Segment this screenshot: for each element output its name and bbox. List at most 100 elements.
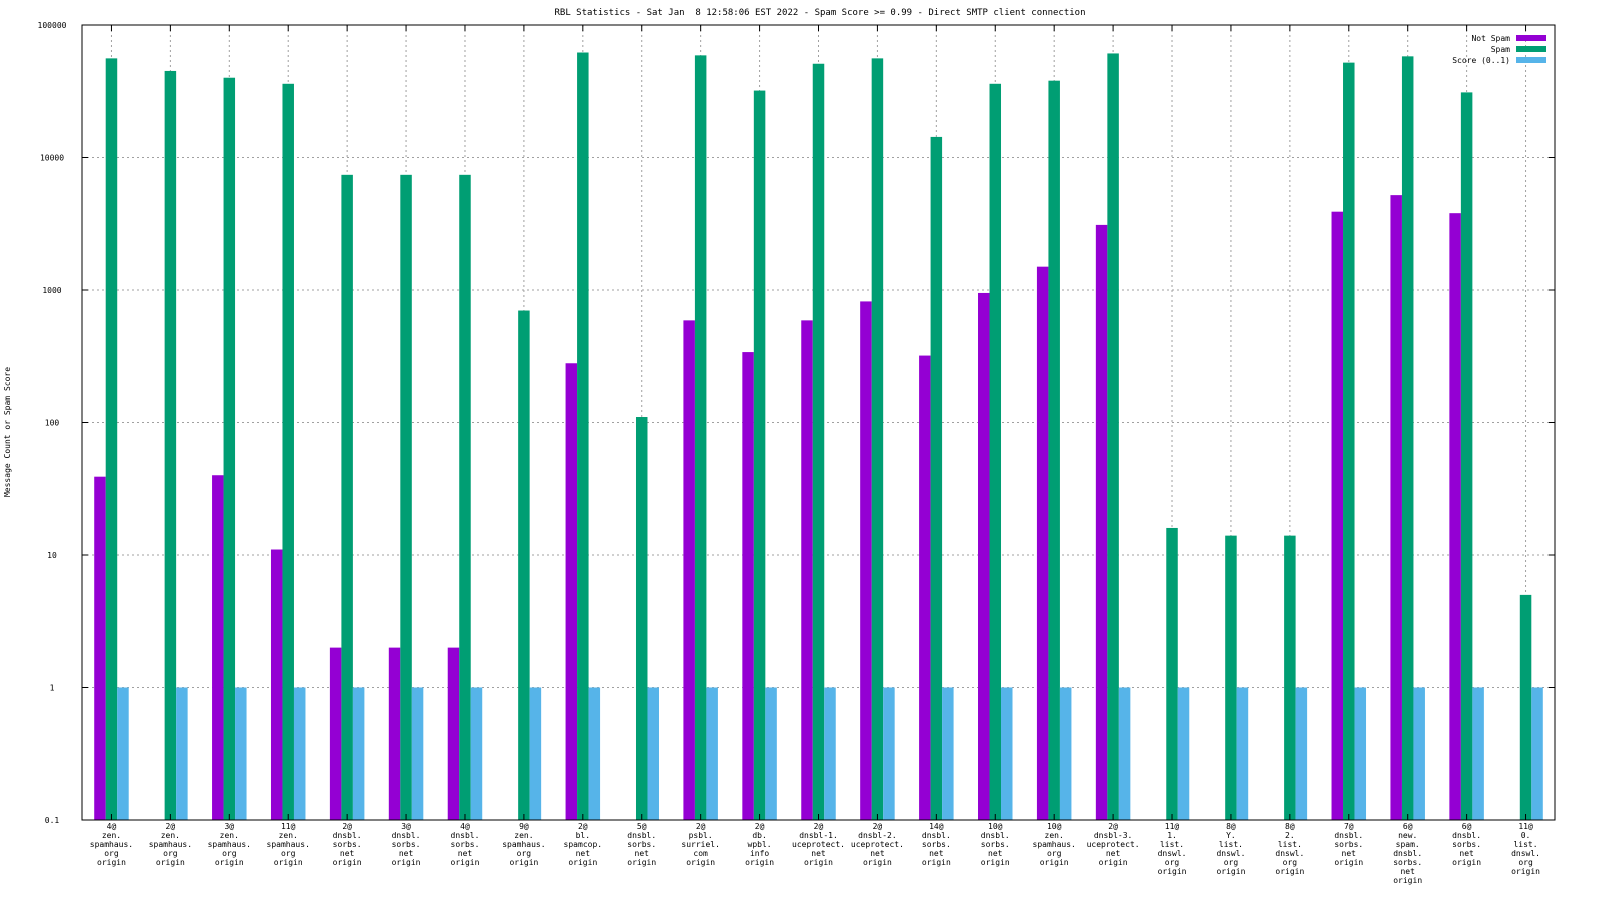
bar-score-0-1 bbox=[706, 687, 718, 820]
bar-spam bbox=[105, 58, 118, 820]
x-tick-label-line: origin bbox=[1158, 867, 1187, 876]
x-tick-label-line: org bbox=[163, 849, 178, 858]
bar-not-spam bbox=[683, 320, 695, 820]
x-tick-label: 14@ dnsbl. sorbs. net origin bbox=[922, 822, 951, 867]
x-tick-label-line: Y. bbox=[1226, 831, 1236, 840]
x-tick-label-line: origin bbox=[922, 858, 951, 867]
x-tick-label-line: org bbox=[1283, 858, 1298, 867]
x-tick-label-line: 9@ bbox=[519, 822, 529, 831]
legend-swatch bbox=[1516, 35, 1546, 41]
x-tick-label-line: 2@ bbox=[873, 822, 883, 831]
bar-score-0-1 bbox=[1001, 687, 1013, 820]
x-tick-label-line: net bbox=[1459, 849, 1474, 858]
bar-score-0-1 bbox=[1354, 687, 1367, 820]
bar-spam bbox=[1519, 594, 1532, 820]
y-tick-label: 10 bbox=[47, 551, 57, 560]
x-tick-label: 11@ 0. list. dnswl. org origin bbox=[1511, 822, 1540, 876]
x-tick-label: 2@ psbl. surriel. com origin bbox=[681, 822, 720, 867]
bar-spam bbox=[1166, 527, 1178, 820]
x-tick-label-line: uceprotect. bbox=[851, 840, 904, 849]
bar-spam bbox=[1460, 92, 1473, 820]
x-tick-label-line: spamcop. bbox=[564, 840, 603, 849]
y-tick-label: 100 bbox=[45, 419, 60, 428]
x-tick-label-line: surriel. bbox=[681, 840, 720, 849]
x-tick-label: 8@ 2. list. dnswl. org origin bbox=[1275, 822, 1304, 876]
x-tick-label-line: origin bbox=[509, 858, 538, 867]
bar-score-0-1 bbox=[411, 687, 424, 820]
bar-not-spam bbox=[919, 355, 931, 820]
x-tick-label-line: 0. bbox=[1521, 831, 1531, 840]
x-tick-label-line: net bbox=[1106, 849, 1121, 858]
x-tick-label: 3@ dnsbl. sorbs. net origin bbox=[392, 822, 421, 867]
legend-label: Not Spam bbox=[1471, 34, 1510, 43]
x-tick-label: 11@ 1. list. dnswl. org origin bbox=[1158, 822, 1187, 876]
bar-spam bbox=[223, 77, 236, 820]
x-tick-label-line: 2@ bbox=[578, 822, 588, 831]
bar-spam bbox=[341, 174, 353, 821]
x-tick-label-line: origin bbox=[1452, 858, 1481, 867]
bars bbox=[94, 52, 1543, 821]
bar-not-spam bbox=[329, 647, 342, 820]
x-tick-label-line: 2@ bbox=[696, 822, 706, 831]
x-tick-label-line: origin bbox=[804, 858, 833, 867]
x-tick-label-line: origin bbox=[333, 858, 362, 867]
bar-not-spam bbox=[1095, 224, 1108, 820]
x-tick-label-line: origin bbox=[274, 858, 303, 867]
x-tick-label-line: net bbox=[929, 849, 944, 858]
bar-score-0-1 bbox=[588, 687, 601, 820]
y-tick-label: 1 bbox=[50, 684, 55, 693]
x-tick-label-line: 10@ bbox=[1047, 822, 1062, 831]
x-tick-label-line: 8@ bbox=[1226, 822, 1236, 831]
bar-score-0-1 bbox=[293, 687, 306, 820]
x-tick-label: 5@ dnsbl. sorbs. net origin bbox=[627, 822, 656, 867]
x-tick-label-line: 3@ bbox=[224, 822, 234, 831]
legend-label: Score (0..1) bbox=[1452, 56, 1510, 65]
x-tick-label-line: spamhaus. bbox=[1033, 840, 1076, 849]
x-tick-label: 3@ zen. spamhaus. org origin bbox=[208, 822, 251, 867]
x-tick-label-line: dnsbl. bbox=[922, 831, 951, 840]
x-tick-label-line: sorbs. bbox=[333, 840, 362, 849]
bar-spam bbox=[1401, 56, 1414, 821]
x-tick-label-line: 1. bbox=[1167, 831, 1177, 840]
x-tick-label-line: dnswl. bbox=[1275, 849, 1304, 858]
bar-spam bbox=[930, 136, 943, 820]
x-tick-label-line: info bbox=[750, 849, 769, 858]
x-tick-label-line: net bbox=[870, 849, 885, 858]
x-tick-label-line: list. bbox=[1278, 840, 1302, 849]
x-tick-label: 4@ dnsbl. sorbs. net origin bbox=[451, 822, 480, 867]
x-tick-label-line: 14@ bbox=[929, 822, 944, 831]
bar-not-spam bbox=[94, 476, 106, 820]
bar-spam bbox=[1107, 53, 1119, 821]
x-tick-label: 2@ dnsbl-3. uceprotect. net origin bbox=[1087, 822, 1140, 867]
x-tick-label-line: dnsbl-2. bbox=[858, 831, 897, 840]
bar-not-spam bbox=[212, 475, 224, 820]
x-tick-label-line: sorbs. bbox=[1334, 840, 1363, 849]
x-tick-label-line: origin bbox=[1040, 858, 1069, 867]
x-tick-label-line: org bbox=[517, 849, 532, 858]
y-tick-label: 1000 bbox=[42, 286, 61, 295]
bar-not-spam bbox=[1449, 213, 1461, 820]
x-tick-label-line: sorbs. bbox=[1393, 858, 1422, 867]
x-tick-label-line: origin bbox=[627, 858, 656, 867]
x-tick-label-line: origin bbox=[97, 858, 126, 867]
bar-spam bbox=[753, 90, 766, 820]
x-tick-label-line: origin bbox=[1216, 867, 1245, 876]
x-tick-label-line: net bbox=[988, 849, 1003, 858]
x-tick-label-line: origin bbox=[686, 858, 715, 867]
x-tick-label-line: list. bbox=[1219, 840, 1243, 849]
x-tick-label: 10@ dnsbl. sorbs. net origin bbox=[981, 822, 1010, 867]
bar-spam bbox=[1284, 535, 1296, 820]
x-tick-label-line: list. bbox=[1513, 840, 1537, 849]
x-tick-label-line: list. bbox=[1160, 840, 1184, 849]
x-tick-label-line: dnswl. bbox=[1216, 849, 1245, 858]
x-tick-label: 2@ zen. spamhaus. org origin bbox=[149, 822, 192, 867]
x-tick-label-line: sorbs. bbox=[1452, 840, 1481, 849]
x-tick-label-line: dnsbl. bbox=[451, 831, 480, 840]
x-tick-label-line: spamhaus. bbox=[267, 840, 310, 849]
y-tick-label: 10000 bbox=[40, 154, 64, 163]
x-tick-label-line: 4@ bbox=[460, 822, 470, 831]
x-tick-label-line: 2@ bbox=[755, 822, 765, 831]
x-tick-label-line: dnsbl-3. bbox=[1094, 831, 1133, 840]
x-tick-label-line: zen. bbox=[220, 831, 239, 840]
x-tick-label-line: 10@ bbox=[988, 822, 1003, 831]
